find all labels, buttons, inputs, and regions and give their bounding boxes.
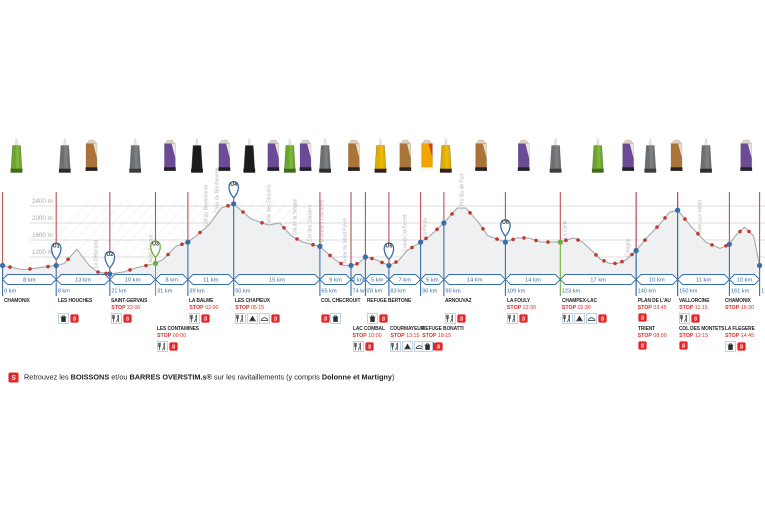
svg-text:Croix du Bonhomme: Croix du Bonhomme (215, 167, 221, 213)
svg-text:Tete aux Vents: Tete aux Vents (698, 200, 704, 233)
svg-text:15 km: 15 km (269, 278, 285, 284)
svg-text:78 km: 78 km (367, 289, 383, 295)
svg-text:8 km: 8 km (23, 278, 36, 284)
svg-text:S: S (11, 375, 16, 382)
svg-text:U6: U6 (502, 220, 509, 226)
svg-text:7 km: 7 km (398, 278, 411, 284)
svg-text:S: S (740, 345, 744, 351)
svg-text:U2: U2 (106, 252, 113, 258)
svg-text:2000 m: 2000 m (32, 215, 53, 222)
svg-text:8 km: 8 km (58, 289, 70, 295)
svg-text:S: S (382, 317, 386, 323)
svg-text:50 km: 50 km (235, 289, 251, 295)
svg-text:U5: U5 (386, 244, 393, 250)
svg-text:9 km: 9 km (329, 278, 342, 284)
svg-text:0 km: 0 km (4, 289, 16, 295)
svg-text:4 km: 4 km (352, 278, 365, 284)
svg-text:U4: U4 (230, 182, 237, 188)
svg-text:140 km: 140 km (638, 289, 657, 295)
svg-text:U1: U1 (53, 244, 60, 250)
svg-text:Arete du Mont Favre: Arete du Mont Favre (343, 218, 349, 264)
svg-text:S: S (126, 317, 130, 323)
svg-text:Pre Bo de Fort: Pre Bo de Fort (460, 173, 466, 206)
svg-text:S: S (640, 344, 644, 350)
svg-text:17 km: 17 km (590, 278, 606, 284)
svg-text:S: S (600, 317, 604, 323)
svg-text:Ville des Glaciers: Ville des Glaciers (267, 184, 273, 223)
svg-text:161 km: 161 km (731, 289, 750, 295)
svg-text:S: S (522, 317, 526, 323)
svg-text:14 km: 14 km (467, 278, 483, 284)
svg-text:5 km: 5 km (371, 278, 384, 284)
svg-text:31 km: 31 km (157, 289, 173, 295)
svg-text:S: S (640, 316, 644, 322)
svg-text:La Peula: La Peula (423, 218, 429, 238)
svg-text:S: S (204, 317, 208, 323)
svg-text:21 km: 21 km (111, 289, 127, 295)
svg-text:83 km: 83 km (390, 289, 406, 295)
svg-text:171 km: 171 km (761, 289, 765, 295)
svg-text:1600 m: 1600 m (32, 232, 53, 239)
svg-text:5 km: 5 km (426, 278, 439, 284)
svg-text:10 km: 10 km (125, 278, 141, 284)
svg-text:U3: U3 (152, 241, 159, 247)
svg-text:39 km: 39 km (189, 289, 205, 295)
svg-text:Col des Glaciers: Col des Glaciers (308, 204, 314, 241)
svg-text:11 km: 11 km (696, 278, 712, 284)
svg-text:10 km: 10 km (737, 278, 753, 284)
svg-text:S: S (274, 317, 278, 323)
svg-text:S: S (172, 345, 176, 351)
svg-text:2400 m: 2400 m (32, 198, 53, 205)
svg-text:11 km: 11 km (203, 278, 219, 284)
svg-text:Grand Col Ferret: Grand Col Ferret (403, 214, 409, 252)
svg-text:S: S (460, 317, 464, 323)
svg-text:109 km: 109 km (507, 289, 526, 295)
svg-text:S: S (682, 344, 686, 350)
svg-text:La Giete: La Giete (563, 220, 569, 239)
svg-text:14 km: 14 km (525, 278, 541, 284)
svg-text:S: S (437, 345, 441, 351)
svg-text:S: S (72, 317, 76, 323)
svg-text:123 km: 123 km (562, 289, 581, 295)
svg-text:La Delivrand: La Delivrand (94, 240, 100, 268)
svg-text:74 km: 74 km (353, 289, 369, 295)
svg-text:95 km: 95 km (445, 289, 461, 295)
svg-text:8 km: 8 km (165, 278, 178, 284)
svg-text:S: S (367, 345, 371, 351)
svg-text:Col de la Seigne: Col de la Seigne (293, 198, 299, 235)
svg-text:S: S (324, 317, 328, 323)
svg-text:10 km: 10 km (649, 278, 665, 284)
svg-text:S: S (694, 317, 698, 323)
svg-text:13 km: 13 km (75, 278, 91, 284)
svg-text:Col du Bonhomme: Col du Bonhomme (204, 185, 210, 227)
svg-text:150 km: 150 km (679, 289, 698, 295)
svg-text:65 km: 65 km (321, 289, 337, 295)
svg-text:90 km: 90 km (422, 289, 438, 295)
